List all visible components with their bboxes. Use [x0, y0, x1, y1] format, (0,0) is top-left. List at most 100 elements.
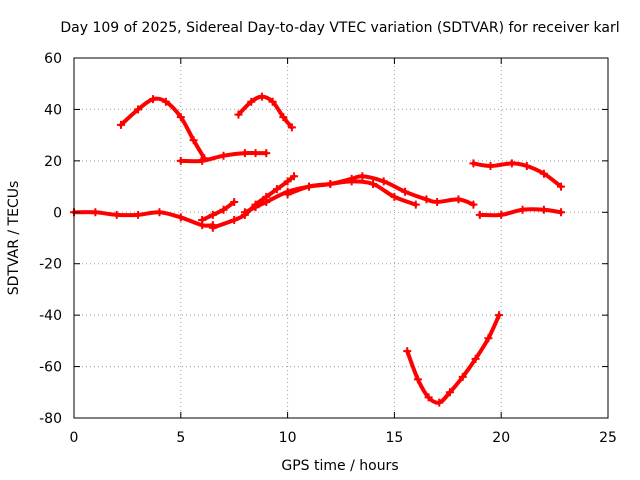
x-tick-label: 25 — [599, 430, 617, 446]
data-point — [283, 190, 292, 199]
series-arc-6 — [208, 172, 299, 232]
data-point — [422, 195, 431, 204]
data-point — [433, 198, 442, 206]
y-tick-label: -20 — [39, 257, 62, 273]
data-point — [486, 162, 495, 170]
y-tick-label: 0 — [53, 205, 62, 221]
x-tick-label: 15 — [385, 430, 403, 446]
series-line — [236, 94, 294, 130]
data-point — [287, 123, 296, 132]
data-point — [411, 200, 420, 209]
data-point — [219, 151, 228, 160]
data-point — [435, 398, 444, 407]
data-point — [257, 92, 266, 101]
data-point — [116, 120, 125, 129]
x-tick-label: 20 — [492, 430, 510, 446]
y-tick-label: 60 — [44, 51, 62, 67]
data-point — [112, 210, 121, 219]
data-point — [471, 354, 480, 363]
data-point — [522, 162, 531, 170]
series-arc-1 — [70, 208, 217, 230]
data-point — [390, 192, 399, 201]
series-arc-4 — [234, 92, 296, 132]
series-arc-5 — [198, 198, 239, 224]
x-axis-label: GPS time / hours — [281, 458, 398, 474]
data-point — [495, 311, 504, 320]
data-series — [70, 92, 566, 407]
data-point — [283, 177, 292, 186]
data-point — [458, 372, 467, 381]
data-point — [198, 216, 207, 224]
data-point — [240, 149, 249, 158]
x-tick-label: 5 — [176, 430, 185, 446]
data-point — [134, 105, 143, 114]
data-point — [469, 159, 478, 168]
series-arc-3 — [176, 149, 271, 165]
data-point — [219, 205, 228, 214]
data-point — [176, 213, 185, 222]
x-tick-label: 0 — [70, 430, 79, 446]
data-point — [326, 180, 335, 188]
y-tick-label: -60 — [39, 360, 62, 376]
data-point — [247, 97, 256, 106]
y-tick-label: 40 — [44, 102, 62, 118]
data-point — [176, 156, 185, 165]
chart-title: Day 109 of 2025, Sidereal Day-to-day VTE… — [60, 20, 619, 36]
data-point — [347, 177, 356, 186]
axis-ticks: 0 5 10 15 20 25 60 40 20 0 -20 -40 -60 -80 — [39, 51, 617, 446]
data-point — [155, 208, 164, 217]
y-tick-label: 20 — [44, 154, 62, 170]
y-axis-label: SDTVAR / TECUs — [6, 181, 22, 296]
grid-lines — [74, 58, 608, 418]
data-point — [234, 110, 243, 119]
data-point — [424, 393, 433, 402]
data-point — [454, 195, 463, 204]
data-point — [268, 97, 277, 106]
data-point — [272, 185, 281, 194]
data-point — [539, 205, 548, 214]
data-point — [445, 388, 454, 397]
data-point — [290, 172, 299, 181]
series-arc-7 — [240, 172, 478, 217]
plot-frame — [73, 57, 609, 419]
data-point — [379, 177, 388, 186]
data-point — [176, 113, 185, 122]
series-arc-11 — [403, 311, 504, 407]
data-point — [240, 208, 249, 217]
data-point — [358, 172, 367, 181]
data-point — [262, 198, 271, 206]
data-point — [279, 113, 288, 122]
data-point — [251, 149, 260, 158]
data-point — [369, 180, 378, 188]
data-point — [91, 208, 100, 217]
series-arc-10 — [469, 159, 566, 191]
data-point — [198, 156, 207, 165]
series-line — [118, 96, 207, 161]
series-line — [200, 200, 237, 222]
series-line — [405, 313, 502, 405]
data-point — [208, 210, 217, 219]
data-point — [134, 210, 143, 219]
data-point — [401, 187, 410, 196]
data-point — [189, 136, 198, 145]
y-tick-label: -80 — [39, 411, 62, 427]
series-line — [210, 174, 297, 230]
data-point — [208, 223, 217, 232]
data-point — [262, 149, 271, 158]
y-tick-label: -40 — [39, 308, 62, 324]
data-point — [518, 205, 527, 214]
data-point — [507, 159, 516, 168]
data-point — [413, 375, 422, 384]
data-point — [251, 203, 260, 212]
series-arc-8 — [283, 177, 420, 209]
data-point — [149, 95, 158, 104]
series-arc-2 — [116, 95, 209, 163]
data-point — [497, 210, 506, 219]
series-arc-9 — [475, 205, 566, 219]
data-point — [230, 216, 239, 224]
data-point — [469, 200, 478, 209]
data-point — [230, 198, 239, 206]
data-point — [557, 182, 566, 191]
data-point — [557, 208, 566, 217]
